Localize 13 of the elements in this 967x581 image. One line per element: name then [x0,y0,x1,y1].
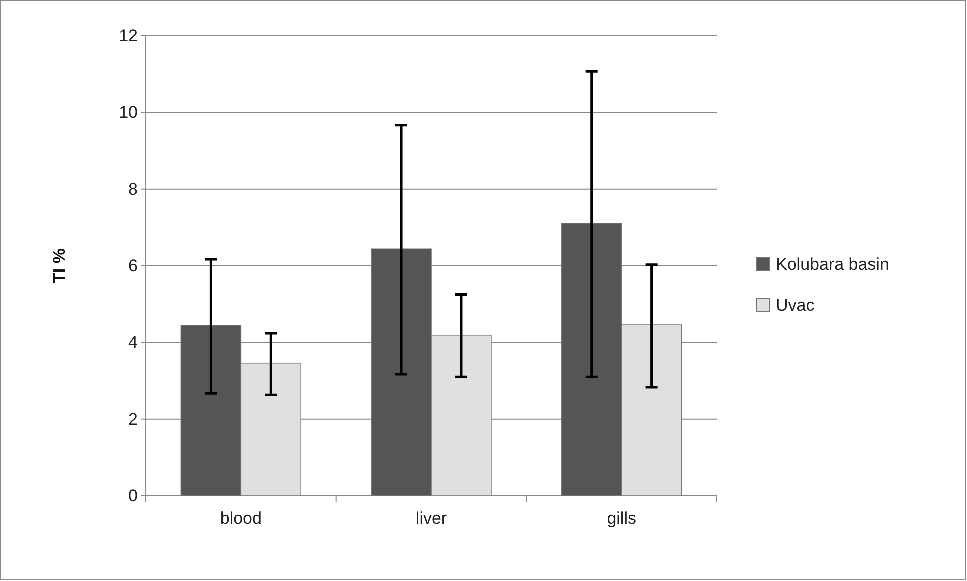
legend-label: Uvac [776,296,816,315]
x-tick-label: gills [607,509,636,528]
y-tick-label: 10 [119,103,138,122]
y-axis-title: TI % [50,248,69,284]
y-tick-label: 6 [128,256,138,276]
y-tick-label: 8 [128,180,138,199]
x-tick-label: blood [220,509,262,528]
y-tick-label: 2 [128,410,138,429]
y-tick-label: 0 [128,486,138,506]
y-tick-label: 12 [119,26,138,46]
x-tick-label: liver [416,509,448,528]
legend-label: Kolubara basin [776,255,890,274]
y-tick-label: 4 [128,333,138,352]
